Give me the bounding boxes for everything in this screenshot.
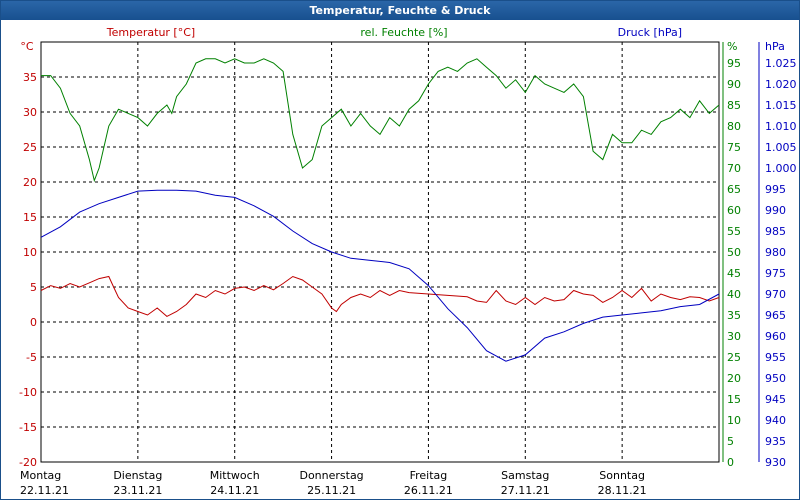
- pressure-tick-label: 1.000: [765, 162, 797, 175]
- humidity-tick-label: 95: [727, 57, 741, 70]
- humidity-tick-label: 50: [727, 246, 741, 259]
- x-date-label: 28.11.21: [598, 484, 647, 497]
- humidity-tick-label: 10: [727, 414, 741, 427]
- pressure-tick-label: 970: [765, 288, 786, 301]
- humidity-series-line: [41, 58, 720, 183]
- humidity-tick-label: 20: [727, 372, 741, 385]
- humidity-tick-label: 5: [727, 435, 734, 448]
- humidity-tick-label: 80: [727, 120, 741, 133]
- pressure-tick-label: 930: [765, 456, 786, 469]
- x-day-label: Montag: [20, 469, 61, 482]
- pressure-tick-label: 1.015: [765, 99, 797, 112]
- humidity-tick-label: 35: [727, 309, 741, 322]
- pressure-unit-label: hPa: [765, 40, 785, 53]
- x-day-label: Dienstag: [113, 469, 162, 482]
- temperature-tick-label: 20: [23, 176, 37, 189]
- humidity-tick-label: 75: [727, 141, 741, 154]
- grid-layer: [40, 41, 720, 463]
- temperature-tick-label: 10: [23, 246, 37, 259]
- pressure-series-line: [40, 189, 720, 362]
- temperature-series-line: [40, 275, 720, 317]
- temperature-tick-label: -20: [19, 456, 37, 469]
- temperature-tick-label: 25: [23, 141, 37, 154]
- pressure-tick-label: 950: [765, 372, 786, 385]
- x-day-label: Freitag: [410, 469, 448, 482]
- pressure-tick-label: 960: [765, 330, 786, 343]
- temperature-tick-label: 15: [23, 211, 37, 224]
- humidity-tick-label: 70: [727, 162, 741, 175]
- humidity-tick-label: 25: [727, 351, 741, 364]
- humidity-tick-label: 60: [727, 204, 741, 217]
- temperature-tick-label: 30: [23, 106, 37, 119]
- label-layer: Temperatur [°C] rel. Feuchte [%] Druck [hP…: [20, 26, 682, 497]
- humidity-tick-label: 40: [727, 288, 741, 301]
- x-date-label: 25.11.21: [307, 484, 356, 497]
- x-date-label: 24.11.21: [210, 484, 259, 497]
- x-day-label: Sonntag: [599, 469, 645, 482]
- pressure-tick-label: 1.010: [765, 120, 797, 133]
- temperature-tick-label: -15: [19, 421, 37, 434]
- humidity-tick-label: 45: [727, 267, 741, 280]
- pressure-series-label: Druck [hPa]: [618, 26, 682, 39]
- chart-canvas: -20 -15 -10 -5 0 5 10 15 20 25 30 35 °C 0 5 10 15 20 25 30 3…: [19, 26, 796, 497]
- pressure-tick-label: 990: [765, 204, 786, 217]
- humidity-tick-label: 90: [727, 78, 741, 91]
- window-title: Temperatur, Feuchte & Druck: [1, 1, 799, 20]
- x-day-label: Donnerstag: [299, 469, 363, 482]
- x-date-label: 27.11.21: [501, 484, 550, 497]
- series-layer: [40, 58, 720, 362]
- pressure-tick-label: 980: [765, 246, 786, 259]
- humidity-series-label: rel. Feuchte [%]: [360, 26, 447, 39]
- temperature-unit-label: °C: [20, 40, 34, 53]
- pressure-tick-label: 995: [765, 183, 786, 196]
- humidity-unit-label: %: [727, 40, 737, 53]
- pressure-tick-label: 935: [765, 435, 786, 448]
- humidity-tick-label: 0: [727, 456, 734, 469]
- x-date-label: 22.11.21: [20, 484, 69, 497]
- pressure-tick-label: 965: [765, 309, 786, 322]
- axis-layer: -20 -15 -10 -5 0 5 10 15 20 25 30 35 °C 0 5 10 15 20 25 30 3…: [19, 40, 796, 469]
- temperature-tick-label: -10: [19, 386, 37, 399]
- temperature-tick-label: 5: [30, 281, 37, 294]
- pressure-tick-label: 1.020: [765, 78, 797, 91]
- x-day-label: Samstag: [501, 469, 549, 482]
- temperature-tick-label: -5: [26, 351, 37, 364]
- humidity-tick-label: 85: [727, 99, 741, 112]
- pressure-tick-label: 940: [765, 414, 786, 427]
- humidity-tick-label: 65: [727, 183, 741, 196]
- x-date-label: 23.11.21: [113, 484, 162, 497]
- pressure-tick-label: 985: [765, 225, 786, 238]
- pressure-tick-label: 975: [765, 267, 786, 280]
- humidity-tick-label: 15: [727, 393, 741, 406]
- x-day-label: Mittwoch: [210, 469, 260, 482]
- humidity-tick-label: 55: [727, 225, 741, 238]
- temperature-series-label: Temperatur [°C]: [106, 26, 195, 39]
- pressure-tick-label: 945: [765, 393, 786, 406]
- humidity-tick-label: 30: [727, 330, 741, 343]
- temperature-tick-label: 35: [23, 71, 37, 84]
- x-date-label: 26.11.21: [404, 484, 453, 497]
- temperature-tick-label: 0: [30, 316, 37, 329]
- pressure-tick-label: 1.025: [765, 57, 797, 70]
- pressure-tick-label: 1.005: [765, 141, 797, 154]
- pressure-tick-label: 955: [765, 351, 786, 364]
